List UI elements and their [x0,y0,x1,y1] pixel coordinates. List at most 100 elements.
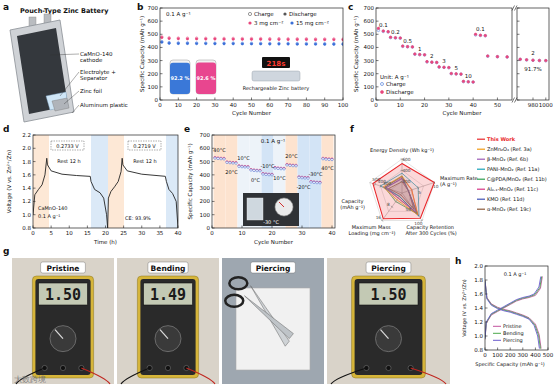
data-point [195,38,197,40]
data-point [289,164,291,166]
x-tick-label: 10 [239,230,246,236]
data-point [414,53,417,56]
data-point [287,43,289,45]
data-point [448,66,451,69]
y-tick-label: 1.0 [22,212,31,218]
data-point [435,61,438,64]
panel-label: g [3,246,9,256]
data-point [286,164,288,166]
probe-wire [81,368,110,384]
data-point [250,38,252,40]
photo [117,258,219,384]
data-point [394,36,397,39]
photo-label: Piercing [256,264,291,273]
text-line: Separator [80,75,108,82]
x-tick-label: 50 [494,102,501,108]
y-axis-label: Specific Capacity (mAh g⁻¹) [139,16,146,92]
data-point [265,173,267,175]
x-tick-label: 70 [285,102,292,108]
y-tick-label: 300 [364,58,375,64]
data-point [486,55,489,58]
data-point [467,81,470,84]
y-tick-label: 1.6 [22,172,31,178]
temperature-label: 10°C [237,155,250,161]
y-tick [160,60,163,61]
meter-body [137,276,198,378]
legend-marker [283,12,286,15]
panel-label: d [3,124,9,134]
meter-jack [60,365,65,370]
data-point [423,53,426,56]
data-line [485,281,539,348]
panel-label: a [3,2,9,12]
annotation: 0.1 A g⁻¹ [166,11,191,18]
x-tick [522,348,523,351]
y-tick [517,34,520,35]
annotation: Rest 12 h [57,158,81,164]
data-point [448,66,451,69]
x-tick-label: 40 [329,230,336,236]
y-tick-label: 1.8 [22,159,31,165]
data-point [324,43,326,45]
legend-line [477,159,485,160]
data-point [484,34,487,37]
y-tick-label: 700 [148,5,159,11]
y-tick-label: 500 [364,31,375,37]
data-point [250,37,252,39]
x-tick [269,98,270,101]
x-tick [533,98,534,101]
annotation: Rest 12 h [133,158,157,164]
data-point [472,81,475,84]
x-axis-label: Cycle Number [232,110,272,117]
meter-dial [155,326,181,352]
temperature-label: 20°C [225,169,238,175]
data-point [431,61,434,64]
data-point [382,30,385,33]
data-point [217,157,219,159]
data-point [223,158,225,160]
legend-label: Bending [503,330,524,337]
data-point [262,173,264,175]
x-tick-label: 60 [266,102,273,108]
rate-label: 0.2 [391,29,400,35]
y-tick [212,174,215,175]
data-point [316,181,318,183]
data-point [406,45,409,48]
text-line: Loading (mg cm⁻²) [348,230,395,237]
axes: 0102030400100200300400500600700 [200,132,336,236]
probe-wire [121,368,150,384]
x-tick [332,226,333,229]
axis-break [515,6,518,11]
data-point [278,38,280,40]
x-tick [105,226,106,229]
data-point [195,42,197,44]
meter-jack [386,365,391,370]
legend-line [493,333,501,334]
cathode [17,28,68,114]
data-point [269,42,271,44]
data-point [220,157,222,159]
band [310,135,322,228]
y-tick-label: 100 [148,84,159,90]
y-tick-label: 1.2 [474,319,483,325]
y-tick-label: 300 [200,185,211,191]
radar-tick [381,220,383,222]
y-tick [160,47,163,48]
data-point [324,38,326,40]
legend-line [477,179,485,180]
plot-frame [517,8,549,100]
x-tick-label: 10 [397,102,404,108]
dial-pointer [160,330,168,339]
x-tick [424,98,425,101]
data-point [314,38,316,40]
data-point [259,37,261,39]
leader-line [60,72,79,96]
meter-jack [184,365,189,370]
annotation: -30 °C [263,219,279,225]
x-tick-label: 200 [505,352,516,358]
data-point [310,180,312,182]
x-tick [400,98,401,101]
data-point [168,37,170,39]
legend-line [493,326,501,327]
data-point [214,43,216,45]
